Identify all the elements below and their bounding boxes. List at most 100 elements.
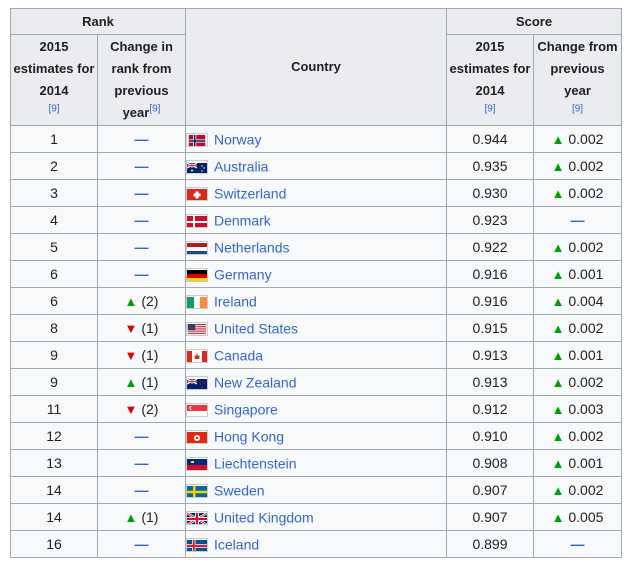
table-row: 9 ▲ (1) New Zealand 0.913 ▲ 0.002	[10, 368, 622, 396]
no-change-dash-icon: —	[570, 536, 585, 552]
ref-link[interactable]: [9]	[484, 103, 496, 115]
no-change-dash-icon: —	[134, 428, 149, 444]
country-cell: Norway	[185, 125, 447, 153]
rank-change-cell: ▲ (1)	[97, 503, 186, 531]
rank-cell: 11	[10, 395, 98, 423]
increase-arrow-icon: ▲	[551, 159, 565, 174]
table-row: 12— Hong Kong 0.910 ▲ 0.002	[10, 422, 622, 450]
score-change-cell: ▲ 0.001	[533, 260, 622, 288]
increase-arrow-icon: ▲	[551, 375, 565, 390]
score-cell: 0.923	[446, 206, 534, 234]
no-change-dash-icon: —	[134, 212, 149, 228]
country-cell: Denmark	[185, 206, 447, 234]
country-cell: Switzerland	[185, 179, 447, 207]
score-change-cell: —	[533, 206, 622, 234]
country-link[interactable]: New Zealand	[214, 374, 297, 391]
score-cell: 0.913	[446, 341, 534, 369]
country-link[interactable]: Denmark	[214, 212, 271, 229]
australia-flag-icon	[186, 159, 208, 174]
country-link[interactable]: Germany	[214, 266, 272, 283]
table-row: 6— Germany 0.916 ▲ 0.001	[10, 260, 622, 288]
rank-change-cell: —	[97, 449, 186, 477]
no-change-dash-icon: —	[134, 239, 149, 255]
score-cell: 0.912	[446, 395, 534, 423]
rank-change-cell: —	[97, 476, 186, 504]
table-row: 4 — Denmark 0.923 —	[10, 206, 622, 234]
switzerland-flag-icon	[186, 186, 208, 201]
country-link[interactable]: United States	[214, 320, 299, 337]
increase-arrow-icon: ▲	[551, 132, 565, 147]
score-cell: 0.913	[446, 368, 534, 396]
country-cell: Iceland	[185, 530, 447, 558]
score-change-value: 0.005	[568, 509, 604, 525]
germany-flag-icon	[186, 267, 208, 282]
rank-cell: 5	[10, 233, 98, 261]
score-cell: 0.935	[446, 152, 534, 180]
netherlands-flag-icon	[186, 240, 208, 255]
score-estimates-header: 2015 estimates for 2014 [9]	[446, 34, 534, 126]
rank-cell: 2	[10, 152, 98, 180]
score-cell: 0.910	[446, 422, 534, 450]
table-row: 3— Switzerland 0.930 ▲ 0.002	[10, 179, 622, 207]
score-cell: 0.922	[446, 233, 534, 261]
country-link[interactable]: Ireland	[214, 293, 257, 310]
country-cell: Hong Kong	[185, 422, 447, 450]
country-link[interactable]: Netherlands	[214, 239, 290, 256]
table-row: 9 ▼ (1) Canada 0.913 ▲ 0.001	[10, 341, 622, 369]
liechtenstein-flag-icon	[186, 456, 208, 471]
rank-cell: 14	[10, 476, 98, 504]
increase-arrow-icon: ▲	[551, 321, 565, 336]
country-link[interactable]: Canada	[214, 347, 264, 364]
increase-arrow-icon: ▲	[551, 429, 565, 444]
country-link[interactable]: United Kingdom	[214, 509, 314, 526]
country-link[interactable]: Liechtenstein	[214, 455, 297, 472]
score-cell: 0.930	[446, 179, 534, 207]
decrease-arrow-icon: ▼	[124, 348, 138, 363]
country-cell: Singapore	[185, 395, 447, 423]
table-row: 6 ▲ (2) Ireland 0.916 ▲ 0.004	[10, 287, 622, 315]
country-link[interactable]: Switzerland	[214, 185, 287, 202]
country-link[interactable]: Hong Kong	[214, 428, 285, 445]
score-group-header: Score	[446, 8, 622, 35]
score-cell: 0.915	[446, 314, 534, 342]
country-link[interactable]: Norway	[214, 131, 262, 148]
rank-change-cell: —	[97, 125, 186, 153]
score-cell: 0.916	[446, 287, 534, 315]
rank-cell: 14	[10, 503, 98, 531]
ref-link[interactable]: [9]	[149, 103, 161, 115]
norway-flag-icon	[186, 132, 208, 147]
table-row: 2— Australia 0.935 ▲ 0.002	[10, 152, 622, 180]
table-row: 16 — Iceland 0.899 —	[10, 530, 622, 558]
score-change-value: 0.001	[568, 347, 604, 363]
increase-arrow-icon: ▲	[551, 348, 565, 363]
country-cell: United Kingdom	[185, 503, 447, 531]
score-change-value: 0.004	[568, 293, 604, 309]
rank-change-cell: —	[97, 179, 186, 207]
no-change-dash-icon: —	[134, 266, 149, 282]
table-row: 14— Sweden 0.907 ▲ 0.002	[10, 476, 622, 504]
rank-change-cell: ▲ (1)	[97, 368, 186, 396]
country-cell: Ireland	[185, 287, 447, 315]
rank-change-cell: —	[97, 530, 186, 558]
country-header: Country	[185, 8, 447, 126]
table-row: 13— Liechtenstein 0.908 ▲ 0.001	[10, 449, 622, 477]
rank-change-cell: —	[97, 206, 186, 234]
score-cell: 0.899	[446, 530, 534, 558]
score-change-value: 0.003	[568, 401, 604, 417]
score-change-value: 0.002	[568, 428, 604, 444]
country-link[interactable]: Sweden	[214, 482, 265, 499]
score-change-cell: ▲ 0.002	[533, 233, 622, 261]
score-change-value: 0.002	[568, 239, 604, 255]
score-change-cell: ▲ 0.001	[533, 341, 622, 369]
hdi-ranking-table: Rank Country Score 2015 estimates for 20…	[10, 8, 622, 558]
hong-kong-flag-icon	[186, 429, 208, 444]
country-link[interactable]: Singapore	[214, 401, 278, 418]
country-link[interactable]: Australia	[214, 158, 269, 175]
score-cell: 0.908	[446, 449, 534, 477]
increase-arrow-icon: ▲	[124, 375, 138, 390]
ref-link[interactable]: [9]	[571, 103, 584, 115]
score-change-value: 0.002	[568, 374, 604, 390]
ref-link[interactable]: [9]	[48, 103, 60, 115]
country-cell: Canada	[185, 341, 447, 369]
country-link[interactable]: Iceland	[214, 536, 260, 553]
